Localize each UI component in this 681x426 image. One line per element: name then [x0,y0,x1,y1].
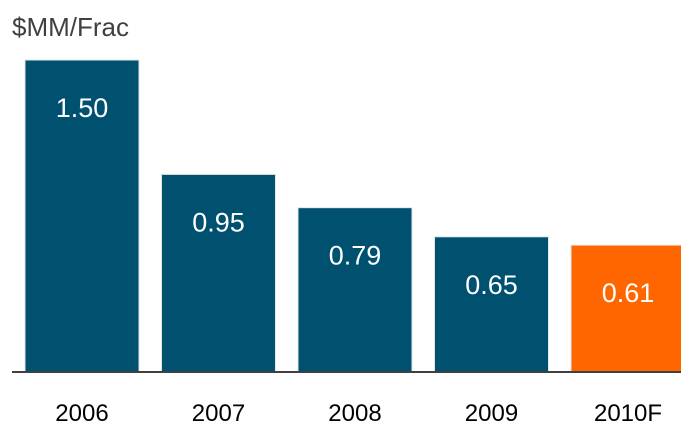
bar-2006 [24,59,140,373]
bars-group: 1.50 2006 0.95 2007 0.79 2008 0.65 2009 0.61 2010… [24,59,681,426]
value-label-2006: 1.50 [56,93,109,123]
value-label-2008: 0.79 [329,241,382,271]
bar-2009 [434,236,549,373]
bar-2008 [297,207,413,373]
x-tick-label-2006: 2006 [55,400,108,426]
x-tick-label-2008: 2008 [328,400,381,426]
bar-2010F [570,244,681,373]
x-tick-label-2009: 2009 [465,400,518,426]
unit-label: $MM/Frac [12,12,129,42]
x-tick-label-2007: 2007 [192,400,245,426]
value-label-2009: 0.65 [465,270,518,300]
value-label-2007: 0.95 [192,207,245,237]
value-label-2010F: 0.61 [602,278,655,308]
bar-2007 [161,173,276,373]
x-tick-label-2010F: 2010F [594,400,662,426]
